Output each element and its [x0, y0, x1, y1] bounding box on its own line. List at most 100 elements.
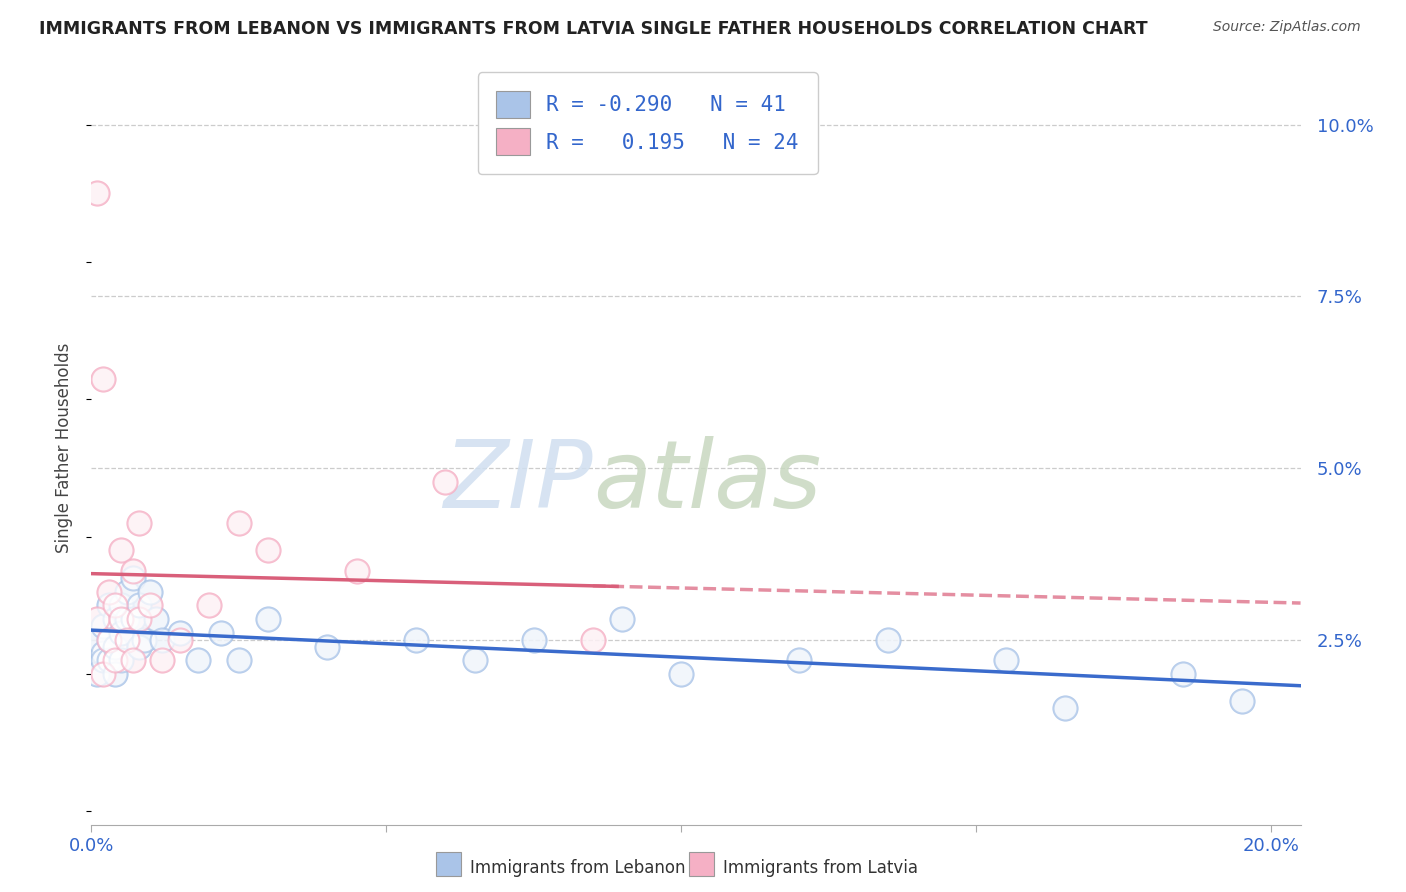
Point: [98, 632, 121, 647]
Point: [671, 667, 693, 681]
Point: [121, 571, 143, 585]
Point: [994, 653, 1017, 667]
Text: Source: ZipAtlas.com: Source: ZipAtlas.com: [1213, 20, 1361, 34]
Point: [128, 640, 150, 654]
Text: atlas: atlas: [593, 436, 821, 527]
Point: [115, 612, 138, 626]
Point: [150, 653, 173, 667]
Point: [104, 667, 127, 681]
Point: [346, 564, 368, 578]
Point: [98, 599, 121, 613]
Point: [115, 612, 138, 626]
Point: [110, 653, 132, 667]
Point: [115, 632, 138, 647]
Point: [257, 612, 280, 626]
Point: [876, 632, 898, 647]
Point: [98, 632, 121, 647]
Point: [86, 186, 108, 201]
Point: [104, 599, 127, 613]
Point: [86, 632, 108, 647]
Point: [110, 625, 132, 640]
Point: [91, 371, 114, 385]
Legend: R = -0.290   N = 41, R =   0.195   N = 24: R = -0.290 N = 41, R = 0.195 N = 24: [478, 72, 818, 174]
Point: [257, 543, 280, 558]
Point: [128, 599, 150, 613]
Point: [405, 632, 427, 647]
Point: [876, 632, 898, 647]
Point: [110, 612, 132, 626]
Point: [150, 632, 173, 647]
Point: [110, 612, 132, 626]
Point: [115, 584, 138, 599]
Point: [128, 516, 150, 530]
Point: [91, 646, 114, 660]
Point: [612, 612, 634, 626]
Point: [110, 653, 132, 667]
Point: [523, 632, 546, 647]
Point: [86, 667, 108, 681]
Point: [405, 632, 427, 647]
Point: [228, 516, 250, 530]
Point: [110, 543, 132, 558]
Text: IMMIGRANTS FROM LEBANON VS IMMIGRANTS FROM LATVIA SINGLE FATHER HOUSEHOLDS CORRE: IMMIGRANTS FROM LEBANON VS IMMIGRANTS FR…: [39, 20, 1147, 37]
Point: [91, 646, 114, 660]
Point: [169, 632, 191, 647]
Point: [98, 599, 121, 613]
Point: [316, 640, 339, 654]
Point: [86, 612, 108, 626]
Point: [612, 612, 634, 626]
Point: [150, 632, 173, 647]
Point: [582, 632, 605, 647]
Point: [121, 564, 143, 578]
Point: [139, 599, 162, 613]
Point: [994, 653, 1017, 667]
Point: [128, 640, 150, 654]
Point: [187, 653, 209, 667]
Point: [169, 632, 191, 647]
Point: [139, 584, 162, 599]
Point: [86, 612, 108, 626]
Point: [523, 632, 546, 647]
Point: [228, 516, 250, 530]
Point: [121, 653, 143, 667]
Point: [228, 653, 250, 667]
Point: [128, 599, 150, 613]
Point: [110, 625, 132, 640]
Point: [145, 612, 167, 626]
Point: [98, 584, 121, 599]
Point: [91, 619, 114, 633]
Point: [1230, 694, 1253, 708]
Point: [115, 584, 138, 599]
Point: [121, 612, 143, 626]
Point: [1171, 667, 1194, 681]
Point: [209, 625, 232, 640]
Point: [128, 516, 150, 530]
Point: [257, 612, 280, 626]
Point: [187, 653, 209, 667]
Point: [91, 619, 114, 633]
Point: [464, 653, 486, 667]
Point: [209, 625, 232, 640]
Point: [104, 599, 127, 613]
Point: [257, 543, 280, 558]
Point: [169, 625, 191, 640]
Point: [104, 667, 127, 681]
Text: ZIP: ZIP: [443, 436, 593, 527]
Point: [134, 632, 156, 647]
Point: [98, 632, 121, 647]
Point: [121, 653, 143, 667]
Point: [198, 599, 221, 613]
Point: [198, 599, 221, 613]
Point: [91, 653, 114, 667]
Point: [91, 667, 114, 681]
Point: [1053, 701, 1076, 715]
Point: [104, 653, 127, 667]
Point: [787, 653, 810, 667]
Point: [86, 667, 108, 681]
Point: [316, 640, 339, 654]
Point: [128, 612, 150, 626]
Text: Immigrants from Latvia: Immigrants from Latvia: [723, 859, 918, 877]
Point: [228, 653, 250, 667]
Point: [434, 475, 457, 489]
Point: [110, 543, 132, 558]
